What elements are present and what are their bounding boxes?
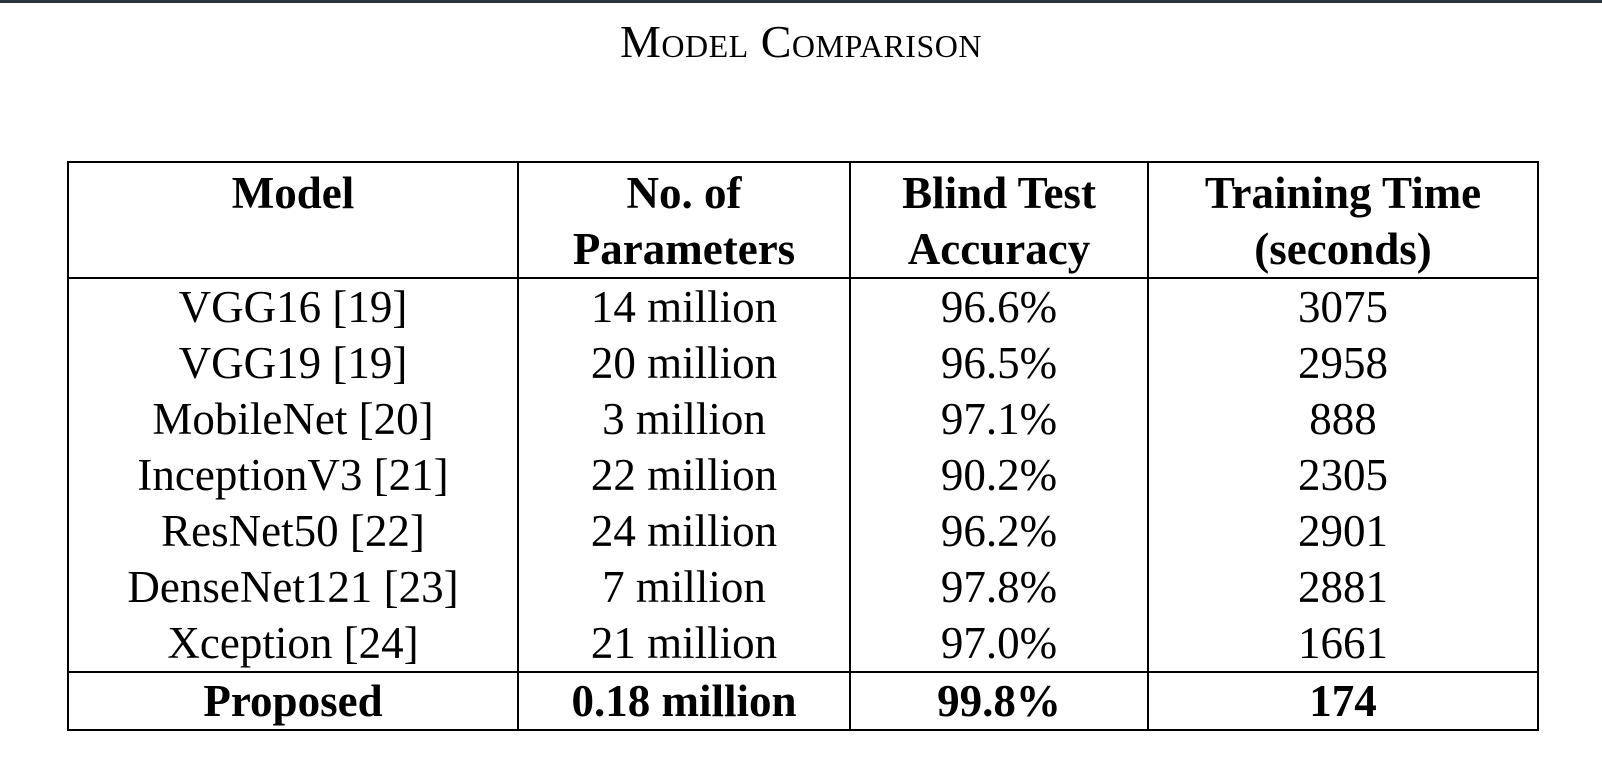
cell-time: 2881 [1147, 559, 1539, 615]
table-row: ResNet50 [22] 24 million 96.2% 2901 [67, 503, 1539, 559]
cell-model: InceptionV3 [21] [67, 447, 519, 503]
cell-params: 22 million [517, 447, 851, 503]
cell-model: DenseNet121 [23] [67, 559, 519, 615]
cell-params: 3 million [517, 391, 851, 447]
cell-accuracy: 96.2% [849, 503, 1149, 559]
cell-accuracy: 96.6% [849, 278, 1149, 335]
cell-accuracy: 97.0% [849, 615, 1149, 672]
table-row: InceptionV3 [21] 22 million 90.2% 2305 [67, 447, 1539, 503]
cell-time: 174 [1147, 671, 1539, 731]
cell-model: VGG19 [19] [67, 335, 519, 391]
top-rule [0, 0, 1602, 3]
cell-time: 2305 [1147, 447, 1539, 503]
header-training-time: Training Time (seconds) [1147, 161, 1539, 279]
cell-params: 7 million [517, 559, 851, 615]
table-row: DenseNet121 [23] 7 million 97.8% 2881 [67, 559, 1539, 615]
cell-time: 2958 [1147, 335, 1539, 391]
cell-model: Proposed [67, 671, 519, 731]
cell-params: 24 million [517, 503, 851, 559]
cell-accuracy: 99.8% [849, 671, 1149, 731]
table-row: Xception [24] 21 million 97.0% 1661 [67, 615, 1539, 672]
table-row: VGG16 [19] 14 million 96.6% 3075 [67, 278, 1539, 335]
cell-params: 0.18 million [517, 671, 851, 731]
cell-model: VGG16 [19] [67, 278, 519, 335]
header-row: Model No. of Parameters Blind Test Accur… [67, 161, 1539, 279]
cell-time: 3075 [1147, 278, 1539, 335]
cell-accuracy: 90.2% [849, 447, 1149, 503]
table-row: VGG19 [19] 20 million 96.5% 2958 [67, 335, 1539, 391]
cell-accuracy: 97.8% [849, 559, 1149, 615]
proposed-row: Proposed 0.18 million 99.8% 174 [67, 671, 1539, 731]
model-comparison-table: Model No. of Parameters Blind Test Accur… [67, 161, 1539, 731]
header-accuracy: Blind Test Accuracy [849, 161, 1149, 279]
header-parameters: No. of Parameters [517, 161, 851, 279]
cell-params: 21 million [517, 615, 851, 672]
cell-time: 1661 [1147, 615, 1539, 672]
cell-model: Xception [24] [67, 615, 519, 672]
cell-params: 14 million [517, 278, 851, 335]
cell-model: ResNet50 [22] [67, 503, 519, 559]
table-title: Model Comparison [620, 16, 982, 67]
cell-time: 2901 [1147, 503, 1539, 559]
cell-params: 20 million [517, 335, 851, 391]
table-row: MobileNet [20] 3 million 97.1% 888 [67, 391, 1539, 447]
cell-accuracy: 96.5% [849, 335, 1149, 391]
cell-time: 888 [1147, 391, 1539, 447]
cell-model: MobileNet [20] [67, 391, 519, 447]
header-model: Model [67, 161, 519, 279]
cell-accuracy: 97.1% [849, 391, 1149, 447]
